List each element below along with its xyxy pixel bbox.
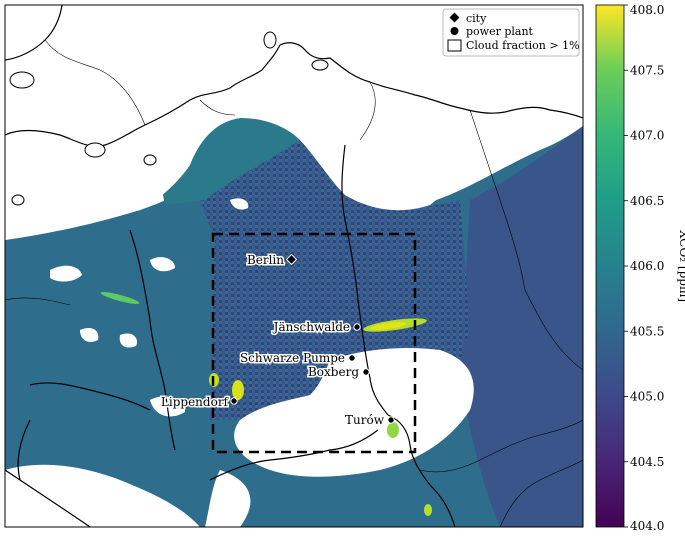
- colorbar-tick-label: 405.0: [630, 390, 664, 404]
- marker-lippendorf: [230, 397, 238, 405]
- marker-boxberg: [362, 368, 370, 376]
- xco2-field-speckle: [200, 118, 470, 420]
- label-turow: Turów: [345, 413, 385, 427]
- islands: [9, 31, 329, 206]
- xco2-field-east: [460, 126, 583, 527]
- marker-janschwalde: [353, 323, 361, 331]
- marker-turow: [387, 416, 395, 424]
- legend-square-icon: [447, 39, 462, 52]
- colorbar-tick-label: 405.5: [630, 324, 664, 338]
- legend-circle-icon: [450, 27, 459, 35]
- cloud-mask: [5, 5, 583, 527]
- marker-schwarze-pumpe: [348, 354, 356, 362]
- legend-cloud-label: Cloud fraction > 1%: [466, 39, 580, 52]
- city-marker: [285, 253, 298, 266]
- label-berlin: Berlin: [247, 253, 284, 267]
- colorbar-tick-label: 408.0: [630, 3, 664, 17]
- colorbar-tick-label: 407.5: [630, 63, 664, 77]
- power-plant-markers: [230, 323, 395, 424]
- study-region-box: [211, 232, 417, 454]
- label-janschwalde: Jänschwalde: [272, 320, 350, 334]
- colorbar-tick-label: 406.0: [630, 259, 664, 273]
- colorbar: 404.0 404.5 405.0 405.5 406.0 406.5 407.0 407.5…: [595, 3, 685, 533]
- place-labels: Berlin Jänschwalde Schwarze Pumpe Boxber…: [159, 252, 386, 429]
- thin-borders: [5, 39, 583, 527]
- colorbar-label: XCO₂ [ppm]: [677, 230, 685, 302]
- legend-power-plant-label: power plant: [466, 25, 534, 38]
- map-legend: city power plant Cloud fraction > 1%: [442, 8, 580, 57]
- label-lippendorf: Lippendorf: [161, 395, 230, 409]
- colorbar-tick-label: 404.0: [630, 519, 664, 533]
- co2-plumes: [100, 292, 432, 516]
- colorbar-tick-label: 407.0: [630, 129, 664, 143]
- coastlines-borders: [5, 5, 583, 527]
- colorbar-gradient: [595, 4, 625, 528]
- map-panel: Berlin Jänschwalde Schwarze Pumpe Boxber…: [5, 5, 583, 527]
- colorbar-ticks: 404.0 404.5 405.0 405.5 406.0 406.5 407.0 407.5…: [624, 3, 664, 533]
- legend-city-label: city: [466, 12, 487, 25]
- map-frame: [4, 4, 584, 528]
- label-schwarze-pumpe: Schwarze Pumpe: [240, 351, 345, 365]
- colorbar-tick-label: 404.5: [630, 455, 664, 469]
- colorbar-tick-label: 406.5: [630, 194, 664, 208]
- label-boxberg: Boxberg: [308, 365, 359, 379]
